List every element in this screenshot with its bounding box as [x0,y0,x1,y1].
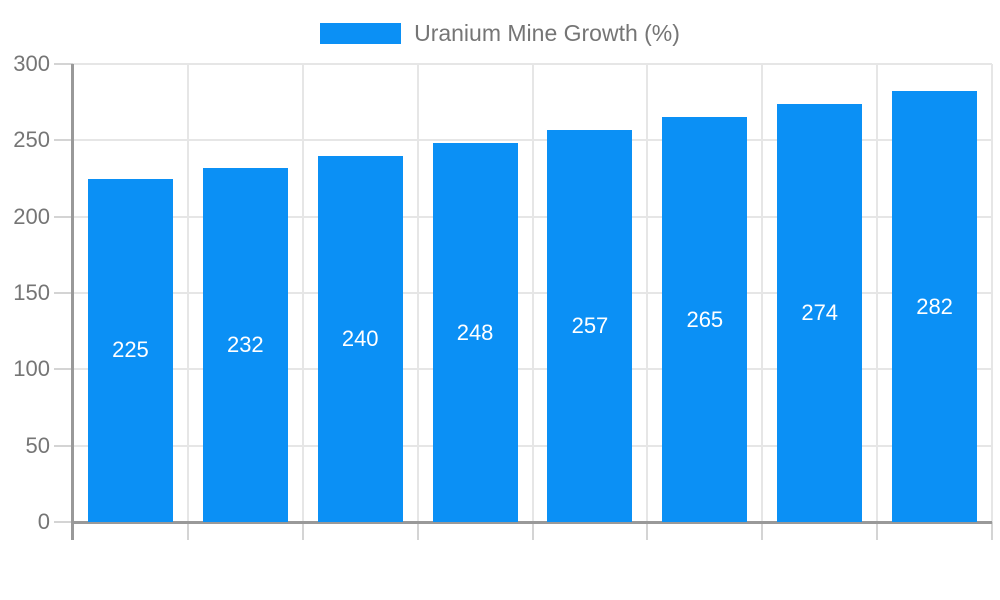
v-gridline [991,64,993,522]
legend-swatch [320,22,402,44]
bar-value-label: 248 [456,319,494,345]
bar-value-label: 282 [916,293,953,319]
bar[interactable]: 282 [892,91,978,522]
x-tick-mark [531,522,534,540]
y-tick-mark [54,368,73,371]
bar[interactable]: 225 [87,178,173,522]
y-tick-label: 100 [13,356,50,382]
legend[interactable]: Uranium Mine Growth (%) [0,18,1000,48]
x-tick-mark [761,522,764,540]
bar[interactable]: 257 [547,129,633,522]
y-tick-mark [54,139,73,142]
bar-value-label: 240 [341,325,379,351]
v-gridline [301,64,304,522]
x-tick-mark [186,522,189,540]
x-tick-mark [416,522,419,540]
x-tick-mark [991,522,993,540]
bar-value-label: 232 [226,331,264,357]
v-gridline [531,64,534,522]
x-tick-mark [646,522,649,540]
bar[interactable]: 232 [202,167,288,522]
y-tick-mark [54,63,73,65]
v-gridline [646,64,649,522]
bar[interactable]: 248 [432,143,518,522]
v-gridline [416,64,419,522]
y-axis-line [71,64,74,540]
bar-value-label: 265 [686,306,724,332]
v-gridline [186,64,189,522]
bar[interactable]: 240 [317,155,403,522]
y-tick-label: 250 [13,127,50,153]
y-tick-mark [54,292,73,294]
bar[interactable]: 265 [662,117,748,522]
v-gridline [876,64,879,522]
x-axis-line [71,521,992,524]
y-tick-label: 0 [37,509,50,534]
bar-value-label: 225 [112,337,149,363]
y-tick-label: 200 [13,203,50,229]
y-tick-label: 50 [25,432,50,458]
y-tick-mark [54,444,73,447]
y-tick-mark [54,215,73,218]
y-tick-mark [54,521,73,523]
bar-value-label: 274 [801,299,839,325]
v-gridline [761,64,764,522]
bar[interactable]: 274 [777,103,863,522]
bar-value-label: 257 [571,312,609,338]
x-tick-mark [301,522,304,540]
legend-label: Uranium Mine Growth (%) [414,19,680,46]
y-tick-label: 150 [13,280,50,305]
y-tick-label: 300 [13,51,50,76]
x-tick-mark [876,522,879,540]
